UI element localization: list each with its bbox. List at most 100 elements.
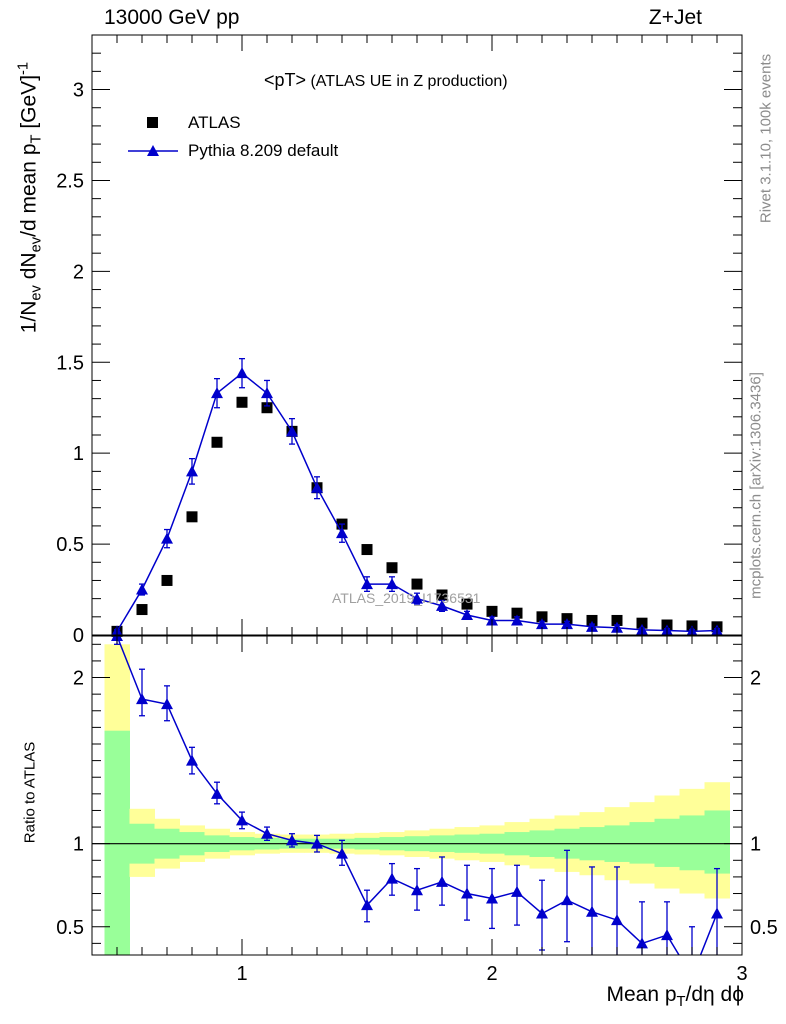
atlas-data-point — [611, 614, 623, 626]
band-inner-bin — [629, 822, 655, 864]
atlas-data-point — [461, 598, 473, 610]
ratio-data-point — [136, 693, 148, 705]
pythia-data-point — [186, 465, 198, 477]
lower-y-tick-label-left: 0.5 — [56, 917, 84, 939]
pythia-data-point — [136, 583, 148, 595]
pythia-data-point — [336, 527, 348, 539]
x-axis-label: Mean pT/dη dϕ — [606, 983, 745, 1011]
atlas-data-point — [436, 589, 448, 601]
ratio-data-point — [611, 914, 623, 926]
upper-panel-marks — [111, 357, 723, 637]
header-right: Z+Jet — [648, 6, 702, 29]
upper-y-tick-label: 3 — [73, 80, 84, 102]
legend-label-atlas: ATLAS — [188, 113, 241, 132]
legend-marker-atlas — [147, 117, 158, 128]
atlas-data-point — [161, 574, 173, 586]
pythia-data-point — [511, 614, 523, 626]
atlas-data-point — [361, 544, 373, 556]
analysis-watermark: ATLAS_2019_I1736531 — [332, 590, 481, 606]
atlas-data-point — [211, 436, 223, 448]
ratio-data-point — [211, 787, 223, 799]
axes — [91, 34, 743, 956]
ratio-data-point — [386, 872, 398, 884]
pythia-data-point — [311, 481, 323, 493]
upper-y-axis-label: 1/Nev dNev/d mean pT [GeV]-1 — [15, 61, 45, 334]
x-tick-label: 2 — [486, 963, 497, 985]
ratio-data-point — [561, 894, 573, 906]
ratio-data-point — [311, 837, 323, 849]
pythia-data-point — [286, 425, 298, 437]
ratio-data-point — [411, 884, 423, 896]
plot-title-detail: (ATLAS UE in Z production) — [306, 73, 508, 90]
pythia-data-point — [561, 618, 573, 630]
pythia-data-point — [461, 609, 473, 620]
atlas-data-point — [486, 605, 498, 617]
ratio-data-point — [486, 892, 498, 904]
ratio-line — [116, 636, 718, 955]
atlas-data-point — [386, 562, 398, 574]
ratio-data-point — [161, 698, 173, 710]
x-tick-label: 1 — [236, 963, 247, 985]
upper-y-tick-label: 1.5 — [56, 352, 84, 374]
atlas-data-point — [536, 611, 548, 623]
tick-labels: 1 2 3 0 0.5 1 1.5 2 2.5 3 0.5 0.5 1 1 2 2 — [56, 80, 778, 985]
ratio-data-point — [261, 827, 273, 839]
upper-y-tick-label: 0 — [73, 625, 84, 647]
pythia-data-point — [536, 618, 548, 630]
ratio-panel-marks — [92, 636, 742, 982]
ratio-data-point — [686, 971, 698, 982]
x-tick-label: 3 — [736, 963, 747, 985]
ratio-data-point — [286, 834, 298, 846]
legend-marker-pythia — [147, 145, 159, 156]
ratio-data-point — [636, 937, 648, 949]
legend-label-pythia: Pythia 8.209 default — [188, 141, 339, 160]
pythia-data-point — [436, 599, 448, 611]
atlas-data-point — [136, 604, 148, 616]
band-inner-bin — [654, 818, 680, 867]
atlas-data-point — [411, 578, 423, 590]
ratio-data-point — [711, 907, 723, 919]
pythia-data-point — [261, 387, 273, 399]
ratio-data-point — [586, 905, 598, 917]
ratio-data-point — [536, 907, 548, 919]
ratio-data-point — [236, 814, 248, 826]
header-left: 13000 GeV pp — [104, 6, 240, 29]
atlas-data-point — [636, 617, 648, 629]
band-inner-bin — [704, 810, 730, 874]
lower-y-axis-label: Ratio to ATLAS — [21, 741, 39, 844]
pythia-data-point — [386, 578, 398, 590]
band-inner-bin — [679, 815, 705, 871]
upper-y-tick-label: 1 — [73, 443, 84, 465]
pythia-data-point — [161, 532, 173, 544]
rivet-version-text: Rivet 3.1.10, 100k events — [757, 53, 775, 224]
ratio-series — [111, 636, 723, 982]
upper-y-tick-label: 2 — [73, 261, 84, 283]
ratio-data-point — [436, 875, 448, 887]
pythia-data-point — [236, 367, 248, 379]
pythia-data-point — [586, 620, 598, 632]
ratio-data-point — [661, 929, 673, 941]
ratio-data-point — [511, 885, 523, 897]
ratio-data-point — [361, 899, 373, 911]
upper-y-tick-label: 0.5 — [56, 534, 84, 556]
plot-title: <pT> (ATLAS UE in Z production) — [264, 70, 508, 91]
lower-y-tick-label-left: 2 — [73, 668, 84, 690]
lower-y-tick-label-left: 1 — [73, 834, 84, 856]
ratio-data-point — [336, 847, 348, 859]
legend — [128, 117, 178, 156]
atlas-data-point — [511, 607, 523, 619]
source-text: mcplots.cern.ch [arXiv:1306.3436] — [747, 372, 765, 599]
pythia-data-point — [411, 592, 423, 604]
atlas-data-point — [586, 614, 598, 626]
lower-y-tick-label-right: 2 — [750, 668, 761, 690]
atlas-data-point — [236, 396, 248, 408]
atlas-data-point — [186, 511, 198, 523]
ratio-data-point — [461, 887, 473, 899]
pythia-data-point — [211, 387, 223, 399]
ratio-data-point — [186, 754, 198, 766]
pythia-data-point — [361, 578, 373, 590]
upper-y-tick-label: 2.5 — [56, 170, 84, 192]
lower-y-tick-label-right: 1 — [750, 834, 761, 856]
atlas-data-point — [261, 402, 273, 414]
